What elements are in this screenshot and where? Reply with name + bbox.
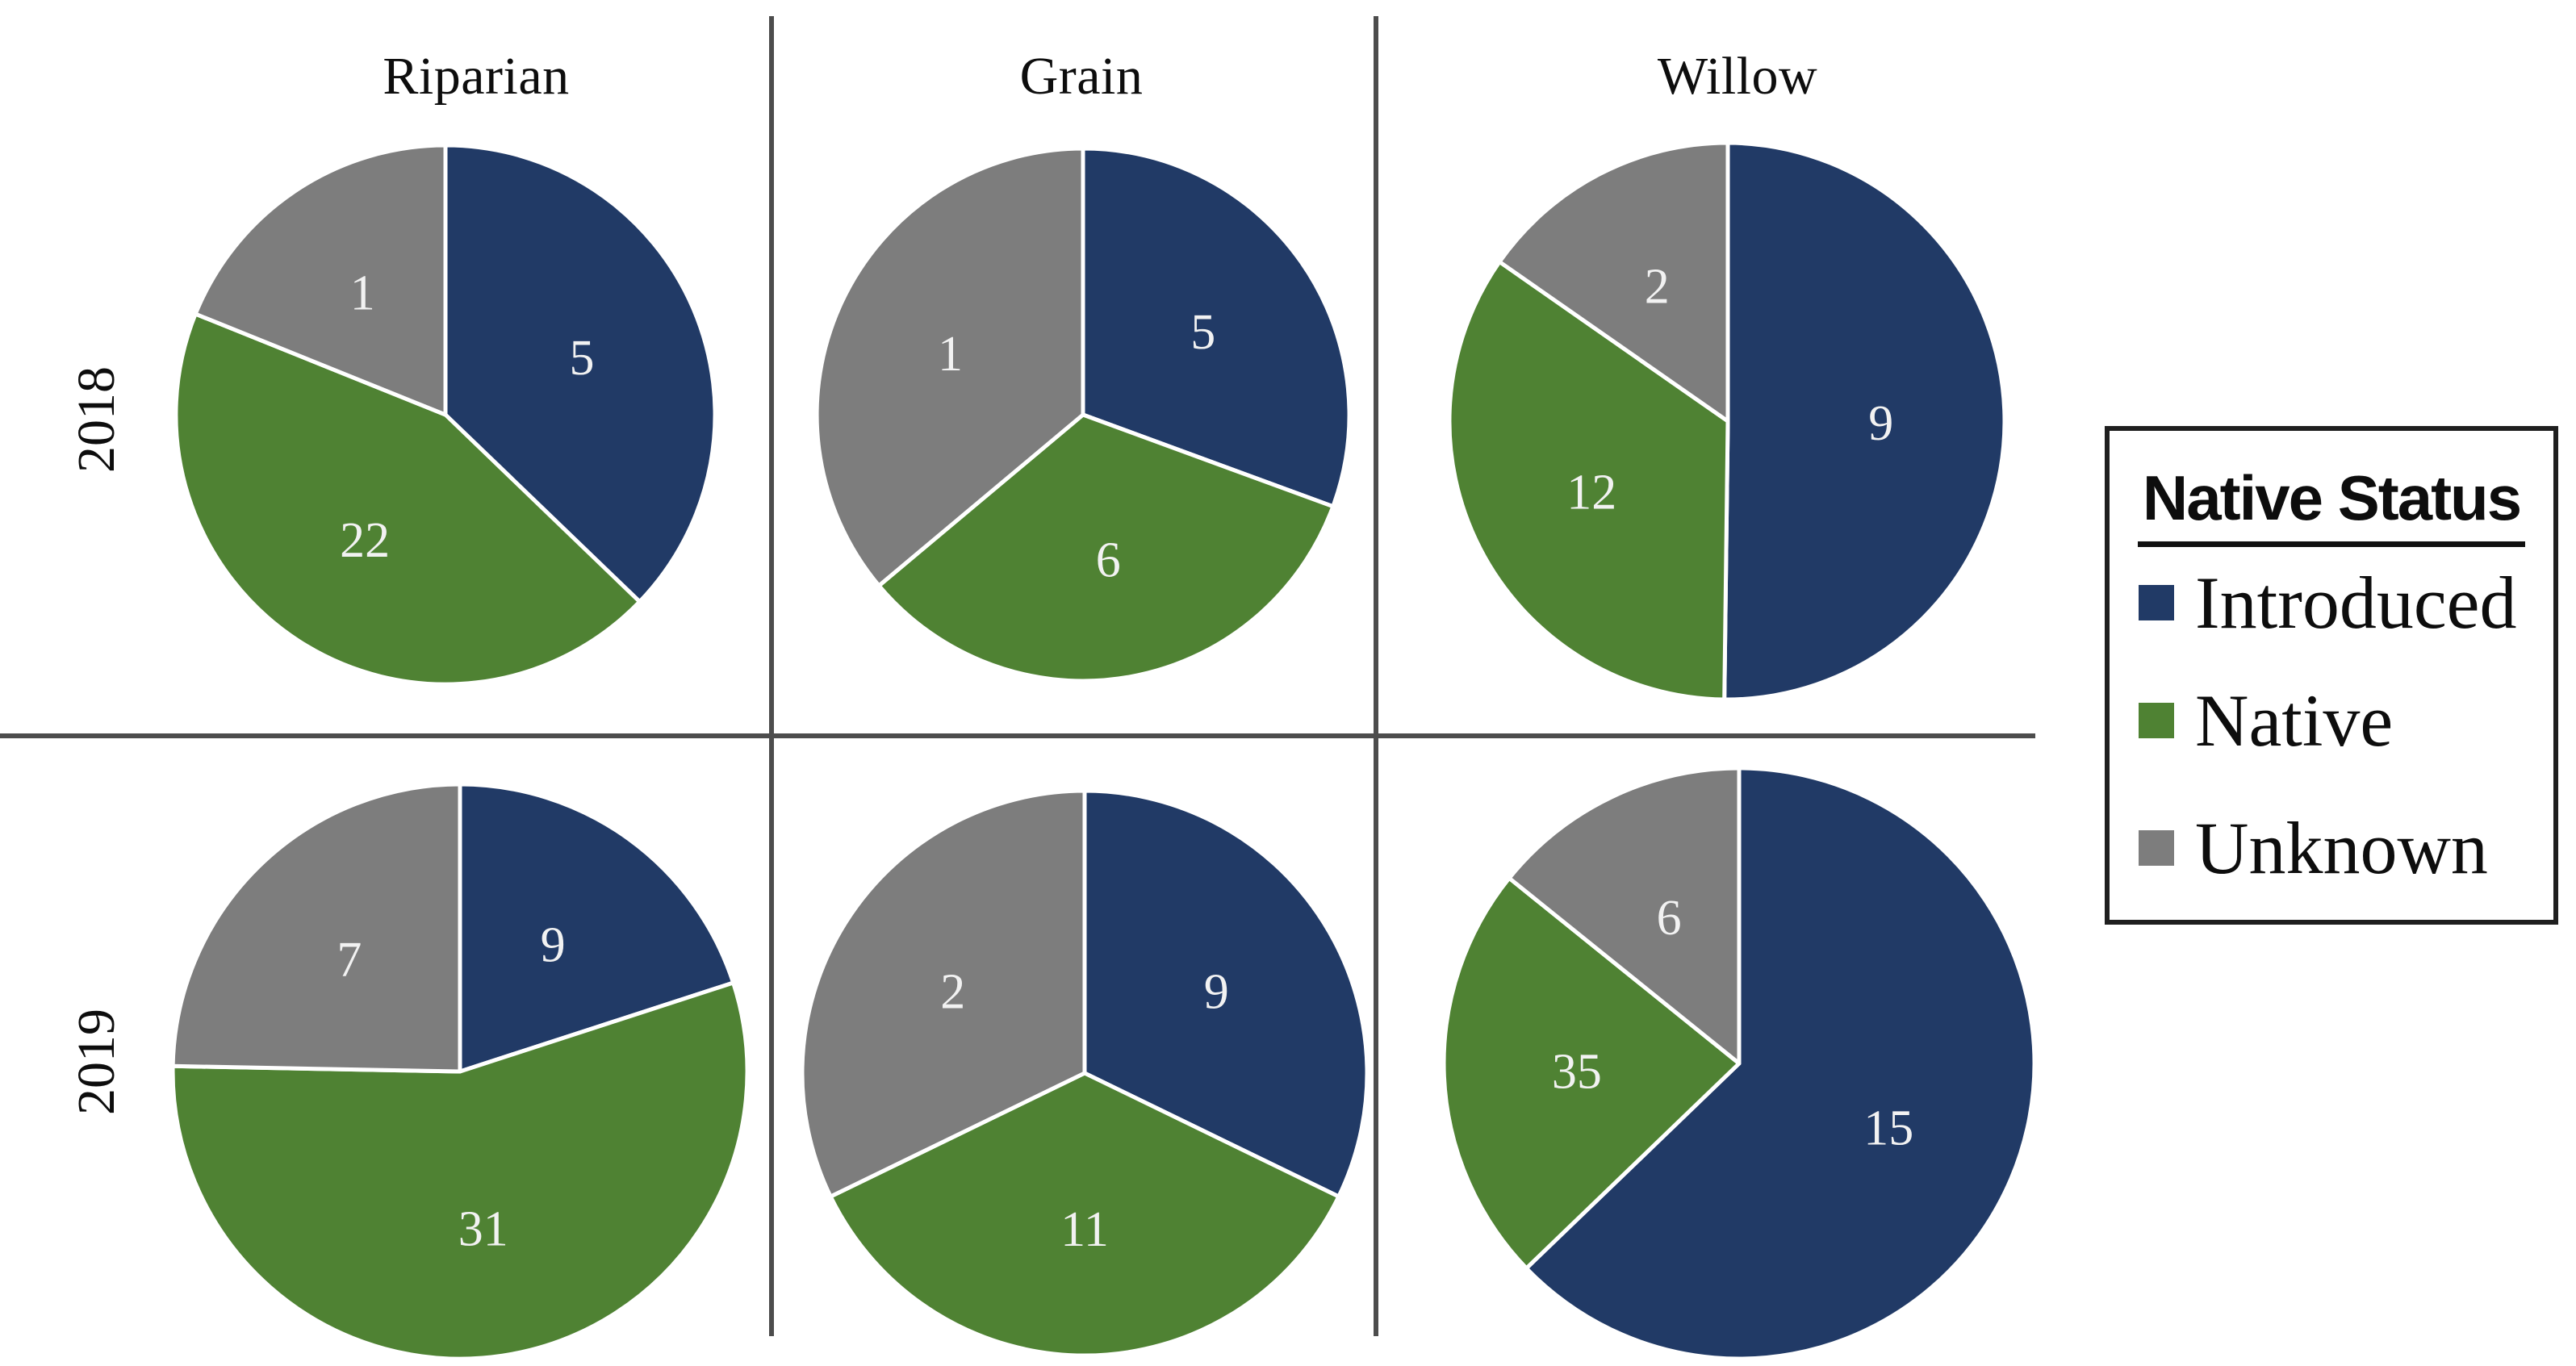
pie-value-grain-2019-introduced: 9 (1204, 965, 1229, 1020)
column-title-grain: Grain (1019, 47, 1144, 106)
pie-riparian-2018: 5 22 1 (174, 143, 717, 687)
legend-label-unknown: Unknown (2195, 807, 2488, 889)
pie-slice-grain-2019-native (828, 1071, 1341, 1358)
pie-value-willow-2018-introduced: 9 (1868, 396, 1893, 451)
native-swatch-icon (2139, 703, 2174, 738)
legend-title-wrap: Native Status (2110, 462, 2553, 547)
pie-value-willow-2018-unknown: 2 (1645, 260, 1670, 315)
column-divider-left (769, 16, 774, 1336)
pie-value-grain-2018-introduced: 5 (1190, 305, 1215, 360)
pie-value-willow-2019-native: 35 (1552, 1045, 1602, 1100)
pie-value-grain-2019-native: 11 (1060, 1202, 1109, 1257)
pie-slice-willow-2019-native (1441, 875, 1742, 1271)
column-title-riparian: Riparian (383, 47, 570, 106)
pie-slice-willow-2018-introduced (1722, 140, 2007, 702)
pie-slice-grain-2018-native (876, 412, 1336, 683)
legend-item-introduced: Introduced (2139, 558, 2517, 647)
pie-slice-grain-2019-unknown (800, 788, 1087, 1199)
pie-slice-willow-2019-introduced (1524, 766, 2037, 1361)
legend-title: Native Status (2137, 462, 2526, 547)
pie-slice-riparian-2019-native (170, 980, 750, 1361)
pie-value-willow-2019-introduced: 15 (1863, 1101, 1913, 1156)
pie-value-riparian-2018-introduced: 5 (570, 331, 595, 386)
pie-value-riparian-2019-unknown: 7 (337, 933, 362, 988)
pie-grain-2018: 5 6 1 (814, 146, 1352, 683)
pie-slice-riparian-2018-native (174, 311, 642, 687)
legend-item-unknown: Unknown (2139, 804, 2488, 892)
pie-slice-grain-2018-introduced (1081, 146, 1352, 509)
pie-slice-riparian-2018-unknown (193, 143, 448, 417)
pie-willow-2019: 15 35 6 (1441, 766, 2037, 1361)
pie-slice-willow-2018-native (1447, 260, 1730, 702)
legend-label-native: Native (2195, 679, 2394, 762)
pie-value-grain-2018-unknown: 1 (938, 327, 963, 382)
pie-value-grain-2018-native: 6 (1096, 533, 1121, 588)
introduced-swatch-icon (2139, 585, 2174, 620)
legend-item-native: Native (2139, 676, 2393, 765)
pie-value-willow-2019-unknown: 6 (1657, 891, 1682, 946)
unknown-swatch-icon (2139, 830, 2174, 866)
pie-slice-riparian-2019-unknown (170, 782, 462, 1074)
pie-value-riparian-2018-native: 22 (340, 513, 390, 568)
pie-value-grain-2019-unknown: 2 (940, 965, 965, 1020)
pie-slice-riparian-2018-introduced (443, 143, 717, 604)
pie-value-riparian-2018-unknown: 1 (350, 265, 375, 320)
column-divider-right (1374, 16, 1378, 1336)
pie-slice-willow-2018-unknown (1497, 140, 1730, 424)
pie-willow-2018: 9 12 2 (1447, 140, 2007, 702)
legend-box: Native Status Introduced Native Unknown (2105, 426, 2558, 925)
pie-riparian-2019: 9 31 7 (170, 782, 750, 1361)
row-divider (0, 733, 2035, 738)
legend-label-introduced: Introduced (2195, 562, 2517, 644)
pie-value-riparian-2019-native: 31 (458, 1201, 508, 1256)
pie-value-riparian-2019-introduced: 9 (541, 917, 566, 972)
pie-grain-2019: 9 11 2 (800, 788, 1370, 1358)
pie-value-willow-2018-native: 12 (1566, 465, 1616, 520)
pie-slice-grain-2018-unknown (814, 146, 1085, 588)
pie-slice-willow-2019-unknown (1507, 766, 1742, 1066)
pie-slice-grain-2019-introduced (1082, 788, 1370, 1199)
pie-slice-riparian-2019-introduced (458, 782, 736, 1074)
column-title-willow: Willow (1657, 47, 1818, 106)
